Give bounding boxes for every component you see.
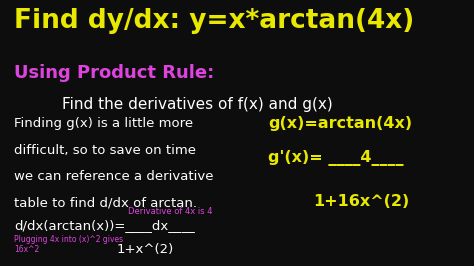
Text: 1+x^(2): 1+x^(2) xyxy=(116,243,173,256)
Text: g(x)=arctan(4x): g(x)=arctan(4x) xyxy=(268,116,412,131)
Text: we can reference a derivative: we can reference a derivative xyxy=(14,170,214,183)
Text: Find dy/dx: y=x*arctan(4x): Find dy/dx: y=x*arctan(4x) xyxy=(14,8,414,34)
Text: table to find d/dx of arctan.: table to find d/dx of arctan. xyxy=(14,197,197,210)
Text: Using Product Rule:: Using Product Rule: xyxy=(14,64,214,82)
Text: Derivative of 4x is 4: Derivative of 4x is 4 xyxy=(128,207,212,217)
Text: Finding g(x) is a little more: Finding g(x) is a little more xyxy=(14,117,193,130)
Text: Find the derivatives of f(x) and g(x): Find the derivatives of f(x) and g(x) xyxy=(62,97,332,112)
Text: Plugging 4x into (x)^2 gives
16x^2: Plugging 4x into (x)^2 gives 16x^2 xyxy=(14,235,123,254)
Text: g'(x)= ____4____: g'(x)= ____4____ xyxy=(268,150,403,166)
Text: d/dx(arctan(x))=____dx____: d/dx(arctan(x))=____dx____ xyxy=(14,219,195,232)
Text: 1+16x^(2): 1+16x^(2) xyxy=(313,194,409,209)
Text: difficult, so to save on time: difficult, so to save on time xyxy=(14,144,196,157)
